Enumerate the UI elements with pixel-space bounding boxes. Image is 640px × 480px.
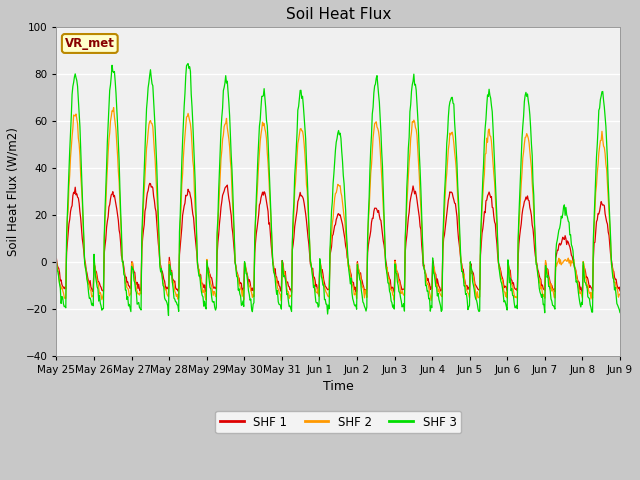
Line: SHF 1: SHF 1 [56, 183, 620, 294]
SHF 1 [146, 180, 154, 186]
SHF 3 [616, 310, 624, 315]
SHF 3 [121, 273, 129, 279]
SHF 3 [63, 233, 70, 239]
X-axis label: Time: Time [323, 380, 353, 393]
SHF 2 [179, 171, 186, 177]
SHF 1 [209, 279, 216, 285]
SHF 1 [425, 279, 433, 285]
SHF 2 [408, 119, 416, 124]
SHF 1 [63, 250, 70, 255]
Title: Soil Heat Flux: Soil Heat Flux [285, 7, 391, 22]
SHF 1 [121, 270, 129, 276]
SHF 2 [110, 105, 118, 110]
SHF 2 [122, 280, 129, 286]
SHF 3 [209, 299, 217, 305]
SHF 1 [179, 213, 186, 218]
Line: SHF 2: SHF 2 [56, 108, 620, 301]
SHF 1 [314, 291, 322, 297]
SHF 2 [52, 260, 60, 265]
SHF 3 [52, 259, 60, 264]
Y-axis label: Soil Heat Flux (W/m2): Soil Heat Flux (W/m2) [7, 127, 20, 256]
SHF 1 [616, 288, 624, 294]
SHF 2 [63, 242, 70, 248]
SHF 2 [278, 298, 285, 304]
SHF 3 [179, 138, 186, 144]
Line: SHF 3: SHF 3 [56, 63, 620, 315]
Text: VR_met: VR_met [65, 37, 115, 50]
SHF 3 [184, 60, 192, 66]
SHF 2 [209, 287, 216, 293]
Legend: SHF 1, SHF 2, SHF 3: SHF 1, SHF 2, SHF 3 [215, 411, 461, 433]
SHF 1 [52, 256, 60, 262]
SHF 3 [425, 296, 433, 302]
SHF 2 [616, 291, 624, 297]
SHF 1 [408, 188, 416, 194]
SHF 2 [425, 285, 433, 290]
SHF 3 [164, 312, 172, 318]
SHF 3 [408, 82, 416, 87]
